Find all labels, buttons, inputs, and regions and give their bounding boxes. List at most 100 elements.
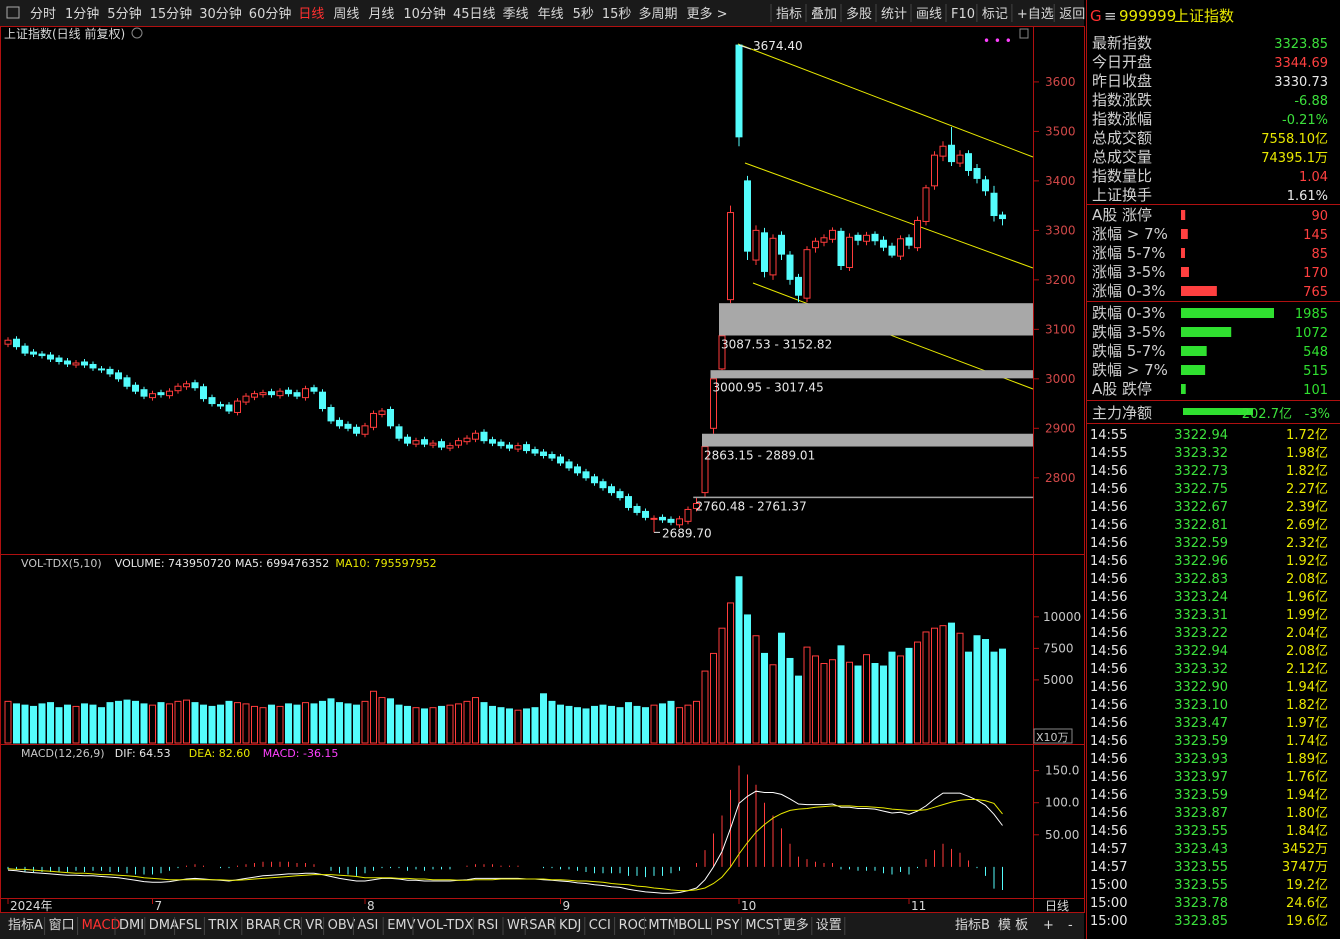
indicator-tab[interactable]: MACD [82, 918, 121, 933]
indicator-tab[interactable]: PSY [716, 918, 740, 933]
tool-button[interactable]: 叠加 [811, 7, 837, 22]
period-tab[interactable]: 5秒 [573, 7, 594, 22]
indicator-tab[interactable]: MTM [648, 918, 678, 933]
volume-header: VOL-TDX(5,10) [21, 557, 102, 570]
tool-button[interactable]: 统计 [881, 7, 907, 22]
tick-price: 3323.55 [1174, 878, 1228, 893]
indicator-tab[interactable]: DMI [119, 918, 144, 933]
period-tab[interactable]: 30分钟 [199, 6, 242, 22]
indicator-tab[interactable]: BOLL [678, 918, 712, 933]
volume-bar [574, 707, 581, 744]
volume-bar [565, 705, 573, 744]
tool-button[interactable]: 指标 [776, 7, 802, 22]
indicator-tab[interactable]: FSL [179, 918, 203, 933]
period-tab[interactable]: 多周期 [639, 6, 678, 22]
tick-price: 3323.32 [1174, 662, 1228, 677]
indicator-tab[interactable]: OBV [328, 918, 356, 933]
volume-bar [608, 705, 615, 744]
indicator-tab[interactable]: VR [305, 918, 323, 933]
indicator-tab[interactable]: VOL-TDX [417, 918, 473, 933]
toolbar-button[interactable]: - [1068, 918, 1073, 933]
title-menu-icon[interactable] [131, 27, 143, 39]
candle-body [336, 419, 343, 427]
period-tab[interactable]: 月线 [368, 7, 394, 22]
period-tab[interactable]: 45日线 [453, 7, 496, 22]
tool-button[interactable]: 多股 [846, 6, 872, 22]
volume-header: VOLUME: 743950720 [115, 557, 231, 570]
indicator-tab[interactable]: RSI [477, 918, 498, 933]
quote-label: 最新指数 [1092, 34, 1152, 52]
gap-zone [710, 370, 1033, 379]
volume-bar [854, 665, 862, 744]
period-tab[interactable]: 更多 > [687, 6, 728, 22]
period-tab[interactable]: 15分钟 [150, 6, 193, 22]
period-tab[interactable]: 5分钟 [107, 6, 141, 22]
indicator-tab[interactable]: BRAR [246, 918, 281, 933]
tick-time: 14:56 [1090, 662, 1127, 677]
indicator-tab[interactable]: ROC [619, 918, 647, 933]
volume-bar [225, 700, 233, 744]
indicator-tab[interactable]: CCI [589, 918, 611, 933]
tool-button[interactable]: 返回 [1059, 7, 1085, 22]
tick-time: 15:00 [1090, 896, 1127, 911]
indicator-tab[interactable]: TRIX [207, 918, 238, 933]
candle-body [999, 214, 1006, 220]
indicator-tab[interactable]: MCST [745, 918, 782, 933]
tool-button[interactable]: 画线 [916, 7, 942, 22]
indicator-tab[interactable]: CR [283, 918, 301, 933]
tool-button[interactable]: F10 [951, 7, 975, 22]
indicator-tab[interactable]: 窗口 [49, 917, 75, 933]
volume-bar [47, 702, 54, 744]
volume-bar [132, 700, 139, 744]
y-tick-label: 2900 [1045, 421, 1076, 435]
indicator-tab[interactable]: 设置 [816, 918, 842, 933]
candle-body [829, 229, 836, 240]
volume-bar [463, 700, 471, 744]
indicator-tab[interactable]: 更多 [783, 917, 809, 933]
toolbar-button[interactable]: 指标B [955, 918, 990, 933]
indicator-tab[interactable]: KDJ [559, 918, 581, 933]
tick-time: 14:56 [1090, 806, 1127, 821]
period-tab[interactable]: 季线 [503, 7, 529, 22]
indicator-tab[interactable]: 指标A [8, 918, 43, 933]
period-tab[interactable]: 60分钟 [249, 6, 292, 22]
tool-button[interactable]: 标记 [982, 7, 1008, 22]
indicator-tab[interactable]: DMA [149, 918, 179, 933]
volume-bar [761, 652, 768, 744]
main-force-value: -202.7亿 [1237, 407, 1292, 422]
breadth-label: 涨幅 3-5% [1092, 263, 1166, 281]
tick-amount: 3747万 [1282, 860, 1328, 875]
period-tab[interactable]: 周线 [333, 7, 359, 22]
tick-price: 3323.93 [1174, 752, 1228, 767]
indicator-tab[interactable]: EMV [387, 918, 415, 933]
period-tab[interactable]: 分时 [30, 7, 56, 22]
candle-body [939, 145, 947, 157]
breadth-value: 515 [1303, 364, 1328, 379]
indicator-tab[interactable]: WR [507, 918, 529, 933]
quote-menu[interactable]: ≡ [1104, 7, 1117, 25]
period-tab[interactable]: 日线 [298, 7, 324, 22]
toolbar-button[interactable]: 模 板 [998, 918, 1028, 933]
indicator-tab[interactable]: SAR [529, 918, 555, 933]
volume-bar [778, 632, 785, 744]
period-tab[interactable]: 15秒 [602, 7, 632, 22]
dea-line [7, 799, 1003, 892]
period-tab[interactable]: 年线 [538, 7, 564, 22]
period-tab[interactable]: 1分钟 [65, 6, 99, 22]
candle-body [727, 212, 734, 301]
window-icon[interactable] [1019, 28, 1029, 39]
candle-body [693, 503, 700, 509]
indicator-tab[interactable]: ASI [357, 918, 378, 933]
volume-bar [353, 704, 360, 744]
toolbar-button[interactable]: + [1043, 918, 1054, 933]
volume-bar [829, 659, 836, 744]
layout-icon[interactable] [6, 6, 20, 19]
period-tab[interactable]: 10分钟 [403, 6, 446, 22]
tool-button[interactable]: +自选 [1017, 7, 1054, 22]
volume-bar [55, 707, 63, 744]
tick-amount: 19.2亿 [1286, 878, 1328, 893]
volume-bar [914, 641, 921, 744]
tick-time: 14:56 [1090, 590, 1127, 605]
tick-price: 3323.31 [1174, 608, 1228, 623]
